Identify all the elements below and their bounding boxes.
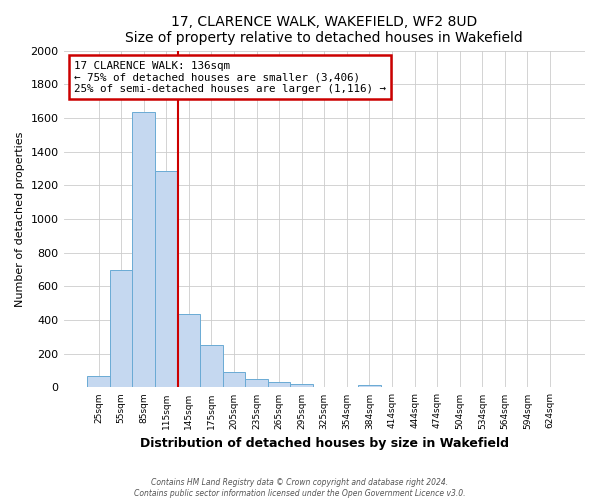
Bar (245, 379, 268, 388)
Bar (87, 376, 110, 388)
Bar (155, 171, 178, 388)
Bar (200, 346, 223, 388)
Text: 17 CLARENCE WALK: 136sqm
← 75% of detached houses are smaller (3,406)
25% of sem: 17 CLARENCE WALK: 136sqm ← 75% of detach… (74, 60, 386, 94)
X-axis label: Distribution of detached houses by size in Wakefield: Distribution of detached houses by size … (140, 437, 509, 450)
Bar (268, 382, 290, 388)
Bar (133, 112, 155, 388)
Bar (290, 384, 313, 388)
Bar (223, 372, 245, 388)
Bar (178, 314, 200, 388)
Bar (358, 385, 381, 388)
Text: Contains HM Land Registry data © Crown copyright and database right 2024.
Contai: Contains HM Land Registry data © Crown c… (134, 478, 466, 498)
Y-axis label: Number of detached properties: Number of detached properties (15, 132, 25, 306)
Bar (110, 270, 133, 388)
Title: 17, CLARENCE WALK, WAKEFIELD, WF2 8UD
Size of property relative to detached hous: 17, CLARENCE WALK, WAKEFIELD, WF2 8UD Si… (125, 15, 523, 45)
